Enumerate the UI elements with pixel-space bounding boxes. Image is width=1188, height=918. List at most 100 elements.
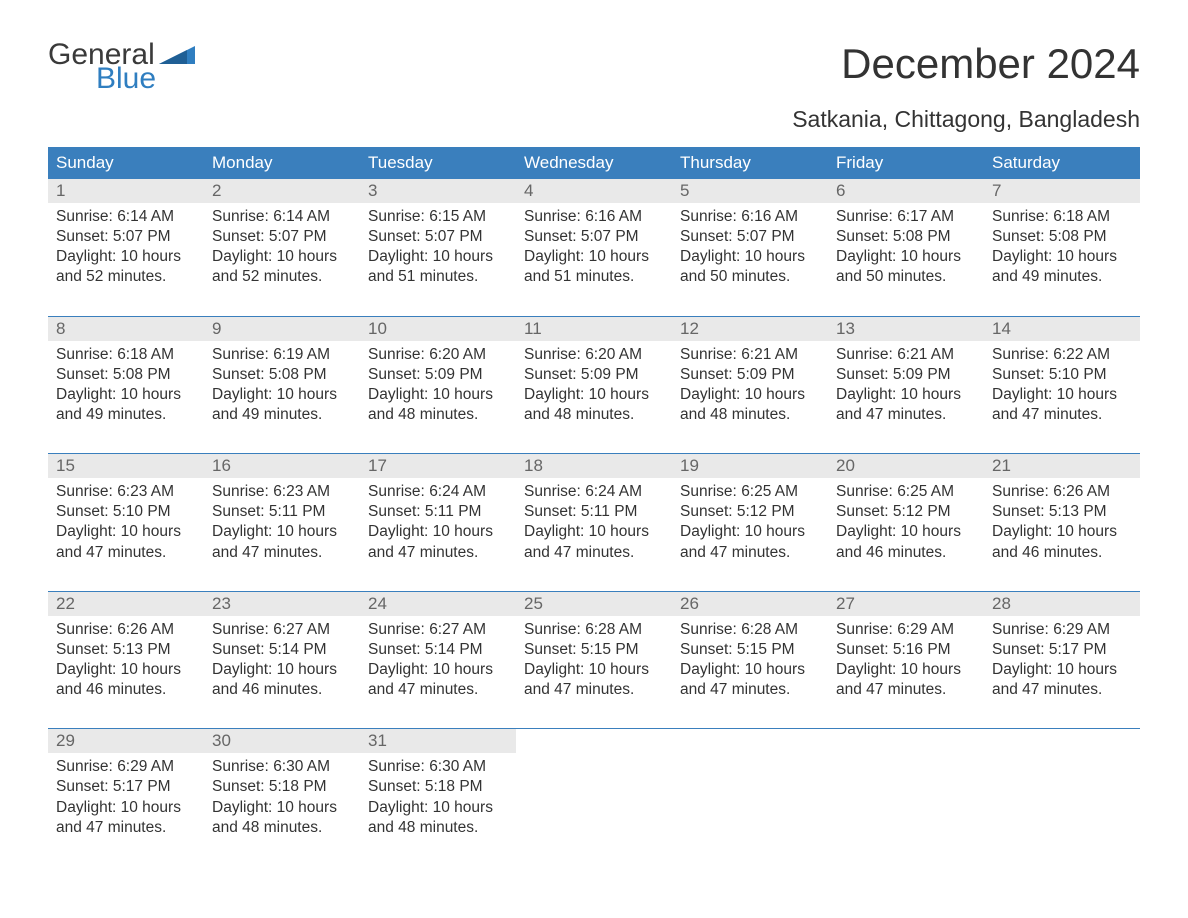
day-cell: Sunrise: 6:18 AMSunset: 5:08 PMDaylight:… — [984, 203, 1140, 316]
daylight-label: Daylight: — [56, 661, 116, 678]
sunset-value: 5:11 PM — [425, 503, 482, 520]
sunset-value: 5:10 PM — [113, 503, 171, 520]
day-number: 6 — [828, 179, 984, 203]
daylight-line: Daylight: 10 hours and 52 minutes. — [56, 247, 196, 287]
sunrise-line: Sunrise: 6:17 AM — [836, 207, 976, 227]
sunrise-value: 6:14 AM — [117, 208, 174, 225]
sunset-line: Sunset: 5:11 PM — [524, 502, 664, 522]
sunset-value: 5:17 PM — [1049, 641, 1107, 658]
sunset-value: 5:14 PM — [269, 641, 327, 658]
header: General Blue December 2024 — [48, 40, 1140, 94]
dow-header: Friday — [828, 147, 984, 179]
daylight-line: Daylight: 10 hours and 47 minutes. — [56, 522, 196, 562]
day-cell: Sunrise: 6:30 AMSunset: 5:18 PMDaylight:… — [360, 753, 516, 866]
day-cell: Sunrise: 6:16 AMSunset: 5:07 PMDaylight:… — [672, 203, 828, 316]
daylight-line: Daylight: 10 hours and 47 minutes. — [680, 660, 820, 700]
daylight-label: Daylight: — [56, 248, 116, 265]
day-cell: Sunrise: 6:14 AMSunset: 5:07 PMDaylight:… — [48, 203, 204, 316]
sunset-line: Sunset: 5:13 PM — [992, 502, 1132, 522]
sunset-value: 5:08 PM — [893, 228, 951, 245]
sunset-line: Sunset: 5:12 PM — [680, 502, 820, 522]
daylight-label: Daylight: — [212, 248, 272, 265]
sunset-value: 5:15 PM — [737, 641, 795, 658]
dow-header: Monday — [204, 147, 360, 179]
sunset-value: 5:08 PM — [1049, 228, 1107, 245]
sunset-label: Sunset: — [680, 503, 733, 520]
sunrise-label: Sunrise: — [368, 208, 425, 225]
sunrise-value: 6:29 AM — [1053, 621, 1110, 638]
day-number — [672, 729, 828, 753]
day-cell: Sunrise: 6:28 AMSunset: 5:15 PMDaylight:… — [672, 616, 828, 729]
sunset-value: 5:14 PM — [425, 641, 483, 658]
sunrise-label: Sunrise: — [836, 346, 893, 363]
day-cell: Sunrise: 6:21 AMSunset: 5:09 PMDaylight:… — [828, 341, 984, 454]
sunset-label: Sunset: — [212, 641, 265, 658]
daylight-line: Daylight: 10 hours and 46 minutes. — [212, 660, 352, 700]
sunset-value: 5:07 PM — [113, 228, 171, 245]
sunset-label: Sunset: — [680, 366, 733, 383]
sunrise-value: 6:17 AM — [897, 208, 954, 225]
sunset-line: Sunset: 5:13 PM — [56, 640, 196, 660]
day-number: 14 — [984, 317, 1140, 341]
day-number: 16 — [204, 454, 360, 478]
day-number: 18 — [516, 454, 672, 478]
sunset-value: 5:10 PM — [1049, 366, 1107, 383]
sunset-label: Sunset: — [524, 366, 577, 383]
day-number: 31 — [360, 729, 516, 753]
sunrise-label: Sunrise: — [836, 621, 893, 638]
daylight-line: Daylight: 10 hours and 51 minutes. — [368, 247, 508, 287]
day-number — [516, 729, 672, 753]
daylight-line: Daylight: 10 hours and 49 minutes. — [212, 385, 352, 425]
logo-word-blue: Blue — [96, 64, 195, 94]
sunrise-value: 6:30 AM — [429, 758, 486, 775]
day-number: 10 — [360, 317, 516, 341]
sunrise-line: Sunrise: 6:25 AM — [680, 482, 820, 502]
sunset-line: Sunset: 5:07 PM — [212, 227, 352, 247]
sunset-label: Sunset: — [524, 641, 577, 658]
sunset-label: Sunset: — [992, 228, 1045, 245]
sunset-label: Sunset: — [212, 366, 265, 383]
sunrise-line: Sunrise: 6:30 AM — [212, 757, 352, 777]
sunset-label: Sunset: — [56, 366, 109, 383]
sunset-label: Sunset: — [56, 641, 109, 658]
sunrise-label: Sunrise: — [680, 346, 737, 363]
sunrise-label: Sunrise: — [680, 483, 737, 500]
sunrise-value: 6:25 AM — [897, 483, 954, 500]
day-cell: Sunrise: 6:20 AMSunset: 5:09 PMDaylight:… — [360, 341, 516, 454]
sunrise-line: Sunrise: 6:16 AM — [524, 207, 664, 227]
daylight-label: Daylight: — [368, 661, 428, 678]
day-cell: Sunrise: 6:26 AMSunset: 5:13 PMDaylight:… — [984, 478, 1140, 591]
sunrise-line: Sunrise: 6:20 AM — [368, 345, 508, 365]
daylight-label: Daylight: — [524, 386, 584, 403]
sunrise-value: 6:19 AM — [273, 346, 330, 363]
sunrise-label: Sunrise: — [368, 758, 425, 775]
week-row: Sunrise: 6:14 AMSunset: 5:07 PMDaylight:… — [48, 203, 1140, 316]
sunrise-label: Sunrise: — [524, 208, 581, 225]
daylight-label: Daylight: — [212, 661, 272, 678]
day-cell: Sunrise: 6:15 AMSunset: 5:07 PMDaylight:… — [360, 203, 516, 316]
daylight-line: Daylight: 10 hours and 47 minutes. — [524, 522, 664, 562]
sunset-line: Sunset: 5:09 PM — [680, 365, 820, 385]
daylight-label: Daylight: — [836, 523, 896, 540]
day-cell: Sunrise: 6:27 AMSunset: 5:14 PMDaylight:… — [204, 616, 360, 729]
sunset-label: Sunset: — [524, 228, 577, 245]
daylight-line: Daylight: 10 hours and 46 minutes. — [56, 660, 196, 700]
sunset-label: Sunset: — [212, 778, 265, 795]
sunrise-label: Sunrise: — [524, 483, 581, 500]
daylight-label: Daylight: — [992, 248, 1052, 265]
day-cell: Sunrise: 6:20 AMSunset: 5:09 PMDaylight:… — [516, 341, 672, 454]
sunrise-label: Sunrise: — [56, 346, 113, 363]
sunset-label: Sunset: — [992, 503, 1045, 520]
daynum-row: 22232425262728 — [48, 592, 1140, 616]
daylight-line: Daylight: 10 hours and 50 minutes. — [680, 247, 820, 287]
sunset-line: Sunset: 5:15 PM — [680, 640, 820, 660]
sunrise-label: Sunrise: — [524, 621, 581, 638]
logo: General Blue — [48, 40, 195, 94]
daylight-label: Daylight: — [836, 386, 896, 403]
daylight-line: Daylight: 10 hours and 50 minutes. — [836, 247, 976, 287]
sunset-line: Sunset: 5:07 PM — [368, 227, 508, 247]
sunrise-line: Sunrise: 6:20 AM — [524, 345, 664, 365]
day-cell: Sunrise: 6:23 AMSunset: 5:10 PMDaylight:… — [48, 478, 204, 591]
sunrise-value: 6:18 AM — [117, 346, 174, 363]
sunrise-label: Sunrise: — [56, 208, 113, 225]
